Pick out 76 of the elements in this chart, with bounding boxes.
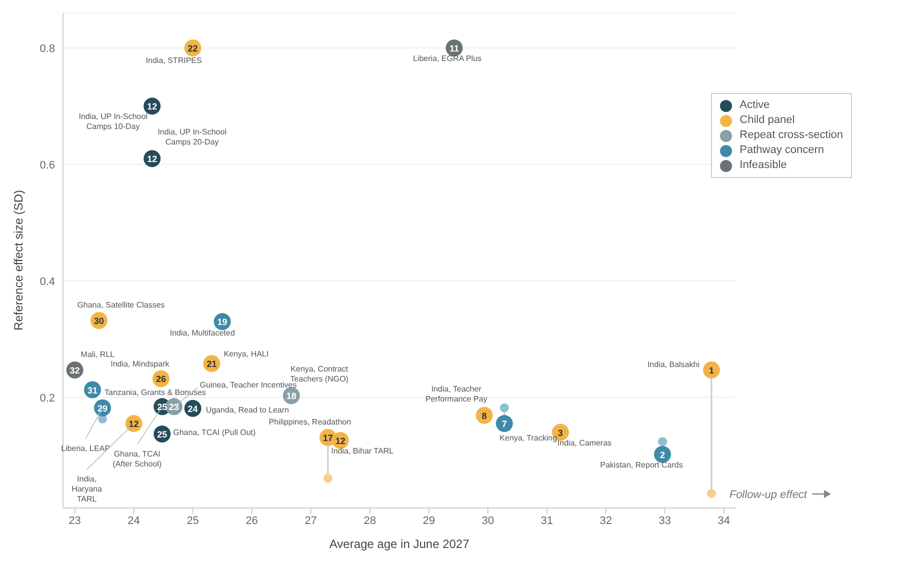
annotation: 1 bbox=[708, 365, 714, 376]
x-tick-label: 31 bbox=[540, 514, 553, 527]
annotation: 12 bbox=[335, 436, 346, 446]
annotation: Liberia, EGRA Plus bbox=[412, 54, 482, 63]
annotation: India, Haryana TARL bbox=[72, 474, 102, 504]
x-axis-title: Average age in June 2027 bbox=[329, 537, 470, 551]
x-tick-label: 27 bbox=[304, 514, 317, 527]
annotation: 2 bbox=[660, 450, 666, 460]
annotation: Ghana, TCAI (Pull Out) bbox=[173, 428, 256, 438]
annotation: 12 bbox=[147, 154, 158, 164]
annotation: 19 bbox=[217, 317, 228, 328]
annotation: Tanzania, Grants & Bonuses bbox=[104, 388, 206, 397]
point bbox=[496, 415, 513, 432]
annotation: 32 bbox=[70, 365, 80, 376]
annotation: 11 bbox=[449, 43, 459, 54]
x-tick-label: 29 bbox=[422, 514, 435, 527]
annotation: 7 bbox=[502, 419, 507, 430]
annotation: India, Multifaceted bbox=[170, 328, 235, 338]
annotation: 31 bbox=[87, 385, 98, 396]
annotation: Kenya, Tracking bbox=[500, 434, 558, 443]
annotation: Philippines, Readathon bbox=[268, 418, 352, 427]
annotation: India, Bihar TARL bbox=[331, 446, 394, 456]
annotation: 30 bbox=[94, 316, 104, 326]
annotation: India, Cameras bbox=[557, 438, 612, 448]
annotation: Mali, RLL bbox=[80, 350, 116, 359]
annotation: 17 bbox=[322, 433, 333, 444]
annotation: India, Teacher Performance Pay bbox=[425, 384, 488, 404]
annotation: Uganda, Read to Learn bbox=[206, 405, 289, 414]
annotation: Liberia, LEAP bbox=[61, 444, 110, 453]
annotation: Ghana, Satellite Classes bbox=[77, 300, 165, 310]
legend-label: Infeasible bbox=[740, 158, 787, 173]
annotation: Kenya, HALI bbox=[224, 350, 269, 359]
legend-label: Active bbox=[740, 98, 770, 113]
annotation: Ghana, TCAI (After School) bbox=[112, 450, 162, 469]
point bbox=[500, 403, 509, 412]
x-tick-label: 23 bbox=[68, 514, 81, 527]
annotation: India, UP In-School Camps 20-Day bbox=[158, 128, 227, 147]
x-tick-label: 32 bbox=[600, 514, 612, 527]
x-tick-label: 26 bbox=[246, 514, 258, 527]
annotation: India, Balsakhi bbox=[647, 360, 700, 369]
annotation: 12 bbox=[128, 419, 139, 430]
point bbox=[706, 488, 716, 498]
annotation: 21 bbox=[206, 359, 217, 370]
y-tick-label: 0.4 bbox=[40, 276, 55, 288]
x-tick-label: 33 bbox=[658, 514, 671, 527]
y-tick-label: 0.8 bbox=[40, 42, 55, 55]
y-axis-title: Reference effect size (SD) bbox=[11, 190, 26, 330]
annotation: 29 bbox=[98, 403, 108, 414]
point bbox=[658, 437, 668, 446]
annotation: 24 bbox=[188, 404, 198, 414]
annotation: India, Mindspark bbox=[110, 360, 170, 369]
annotation: India, UP In-School Camps 10-Day bbox=[78, 112, 148, 132]
x-tick-label: 34 bbox=[718, 514, 730, 527]
annotation: 8 bbox=[482, 410, 487, 421]
annotation: 12 bbox=[147, 102, 158, 112]
annotation: India, STRIPES bbox=[146, 56, 202, 65]
annotation: 26 bbox=[156, 374, 166, 384]
point bbox=[323, 474, 332, 483]
annotation: 22 bbox=[188, 43, 198, 54]
y-tick-label: 0.6 bbox=[40, 159, 55, 172]
annotation: Pakistan, Report Cards bbox=[600, 460, 683, 470]
annotation: 25 bbox=[157, 430, 168, 440]
annotation: 3 bbox=[558, 428, 563, 438]
x-tick-label: 24 bbox=[128, 514, 140, 527]
x-tick-label: 30 bbox=[482, 514, 494, 527]
annotation: 25 bbox=[157, 402, 168, 412]
point bbox=[702, 361, 720, 378]
legend-label: Repeat cross-section bbox=[740, 128, 843, 143]
y-tick-label: 0.2 bbox=[40, 392, 55, 404]
x-tick-label: 25 bbox=[186, 514, 199, 527]
legend-label: Child panel bbox=[740, 113, 795, 128]
legend-label: Pathway concern bbox=[740, 143, 824, 158]
x-tick-label: 28 bbox=[364, 514, 376, 527]
annotation: Follow-up effect bbox=[729, 489, 808, 501]
annotation: 18 bbox=[286, 391, 296, 402]
annotation: 23 bbox=[168, 402, 179, 412]
